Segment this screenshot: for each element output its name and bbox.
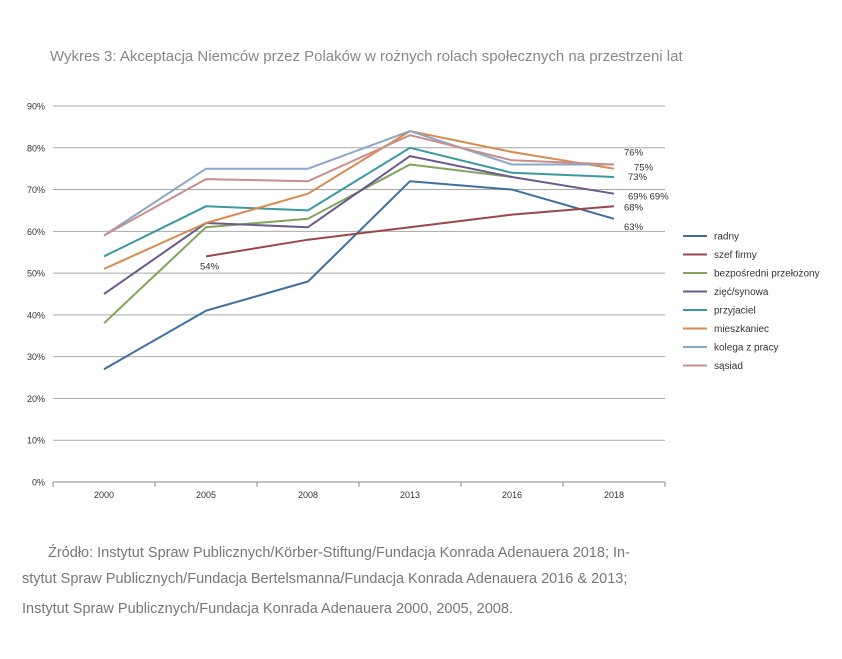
y-tick-label: 70% xyxy=(27,185,45,195)
series-line-s-siad xyxy=(103,134,615,237)
legend-label: bezpośredni przełożony xyxy=(714,269,820,280)
series-line-zi-synowa xyxy=(103,155,615,295)
y-tick-label: 0% xyxy=(32,478,45,488)
series-line-mieszkaniec xyxy=(103,130,615,270)
x-tick-label: 2008 xyxy=(298,490,318,500)
data-label: 63% xyxy=(624,222,644,233)
y-tick-label: 50% xyxy=(27,269,45,279)
data-label: 76% xyxy=(624,147,644,158)
y-tick-label: 80% xyxy=(27,143,45,153)
x-tick-label: 2000 xyxy=(94,490,114,500)
legend-label: kolega z pracy xyxy=(714,343,778,354)
legend-label: zięć/synowa xyxy=(714,287,769,298)
y-tick-label: 20% xyxy=(27,394,45,404)
legend-label: szef firmy xyxy=(714,250,757,261)
series-line-szef-firmy xyxy=(205,205,615,258)
series-line-kolega-z-pracy xyxy=(103,130,614,237)
data-label: 75% xyxy=(634,163,654,174)
x-tick-label: 2018 xyxy=(604,490,624,500)
x-tick-label: 2013 xyxy=(400,490,420,500)
y-tick-label: 40% xyxy=(27,310,45,320)
y-tick-label: 10% xyxy=(27,436,45,446)
series-line-bezpo-redni-prze-o-ony xyxy=(103,163,513,324)
y-tick-label: 30% xyxy=(27,352,45,362)
y-tick-label: 60% xyxy=(27,227,45,237)
data-label: 68% xyxy=(624,202,644,213)
legend-label: radny xyxy=(714,232,739,243)
data-label: 54% xyxy=(200,261,220,272)
data-label: 69% 69% xyxy=(628,192,669,203)
source-note-line-1: Źródło: Instytut Spraw Publicznych/Körbe… xyxy=(48,545,630,561)
legend-label: przyjaciel xyxy=(714,306,756,317)
source-note-line-3: Instytut Spraw Publicznych/Fundacja Konr… xyxy=(22,601,513,617)
y-tick-label: 90% xyxy=(27,102,45,112)
source-note-line-2: stytut Spraw Publicznych/Fundacja Bertel… xyxy=(22,571,628,587)
legend-label: mieszkaniec xyxy=(714,324,769,335)
chart-title: Wykres 3: Akceptacja Niemców przez Polak… xyxy=(50,48,683,65)
legend-label: sąsiad xyxy=(714,361,743,372)
series-line-radny xyxy=(103,180,615,371)
series-line-przyjaciel xyxy=(103,146,615,258)
data-label: 73% xyxy=(628,172,648,183)
x-tick-label: 2016 xyxy=(502,490,522,500)
x-tick-label: 2005 xyxy=(196,490,216,500)
